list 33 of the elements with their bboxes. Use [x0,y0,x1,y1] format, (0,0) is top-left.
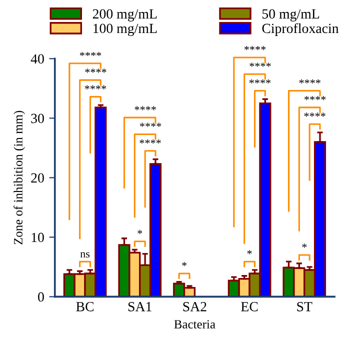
annotation: **** [140,139,161,144]
y-tick-label: 10 [32,232,44,242]
annotation: **** [299,79,320,84]
annotation: **** [134,106,156,110]
x-tick-label: SA2 [183,302,206,312]
y-tick-label: 20 [31,173,44,183]
y-tick-label: 30 [31,114,44,124]
annotation: * [138,230,142,234]
x-tick-label: EC [241,302,258,312]
annotation: * [302,244,307,248]
y-tick-label: 0 [38,292,44,302]
x-axis-title: Bacteria [174,320,216,329]
x-tick-label: BC [76,302,94,312]
x-tick-label: ST [297,302,312,312]
text: **** [80,52,102,56]
annotation: * [247,250,252,254]
annotation: **** [304,112,326,117]
annotation: **** [85,68,106,73]
annotation: **** [249,79,271,84]
annotation: **** [140,122,162,127]
annotation: ns [80,252,90,258]
annotation: **** [84,85,106,90]
legend-label: 200 mg/mL [92,9,157,22]
annotation: **** [304,96,326,100]
legend-label: 50 mg/mL [262,9,320,22]
x-tick-label: SA1 [128,302,152,312]
text: **** [244,46,266,50]
y-tick-label: 40 [30,54,44,64]
legend-label: 100 mg/mL [94,24,157,36]
legend-label: Ciprofloxacin [262,23,339,36]
annotation: **** [250,62,271,67]
y-axis-title: Zone of inhibition (in mm) [14,110,26,244]
annotation: * [182,262,187,266]
